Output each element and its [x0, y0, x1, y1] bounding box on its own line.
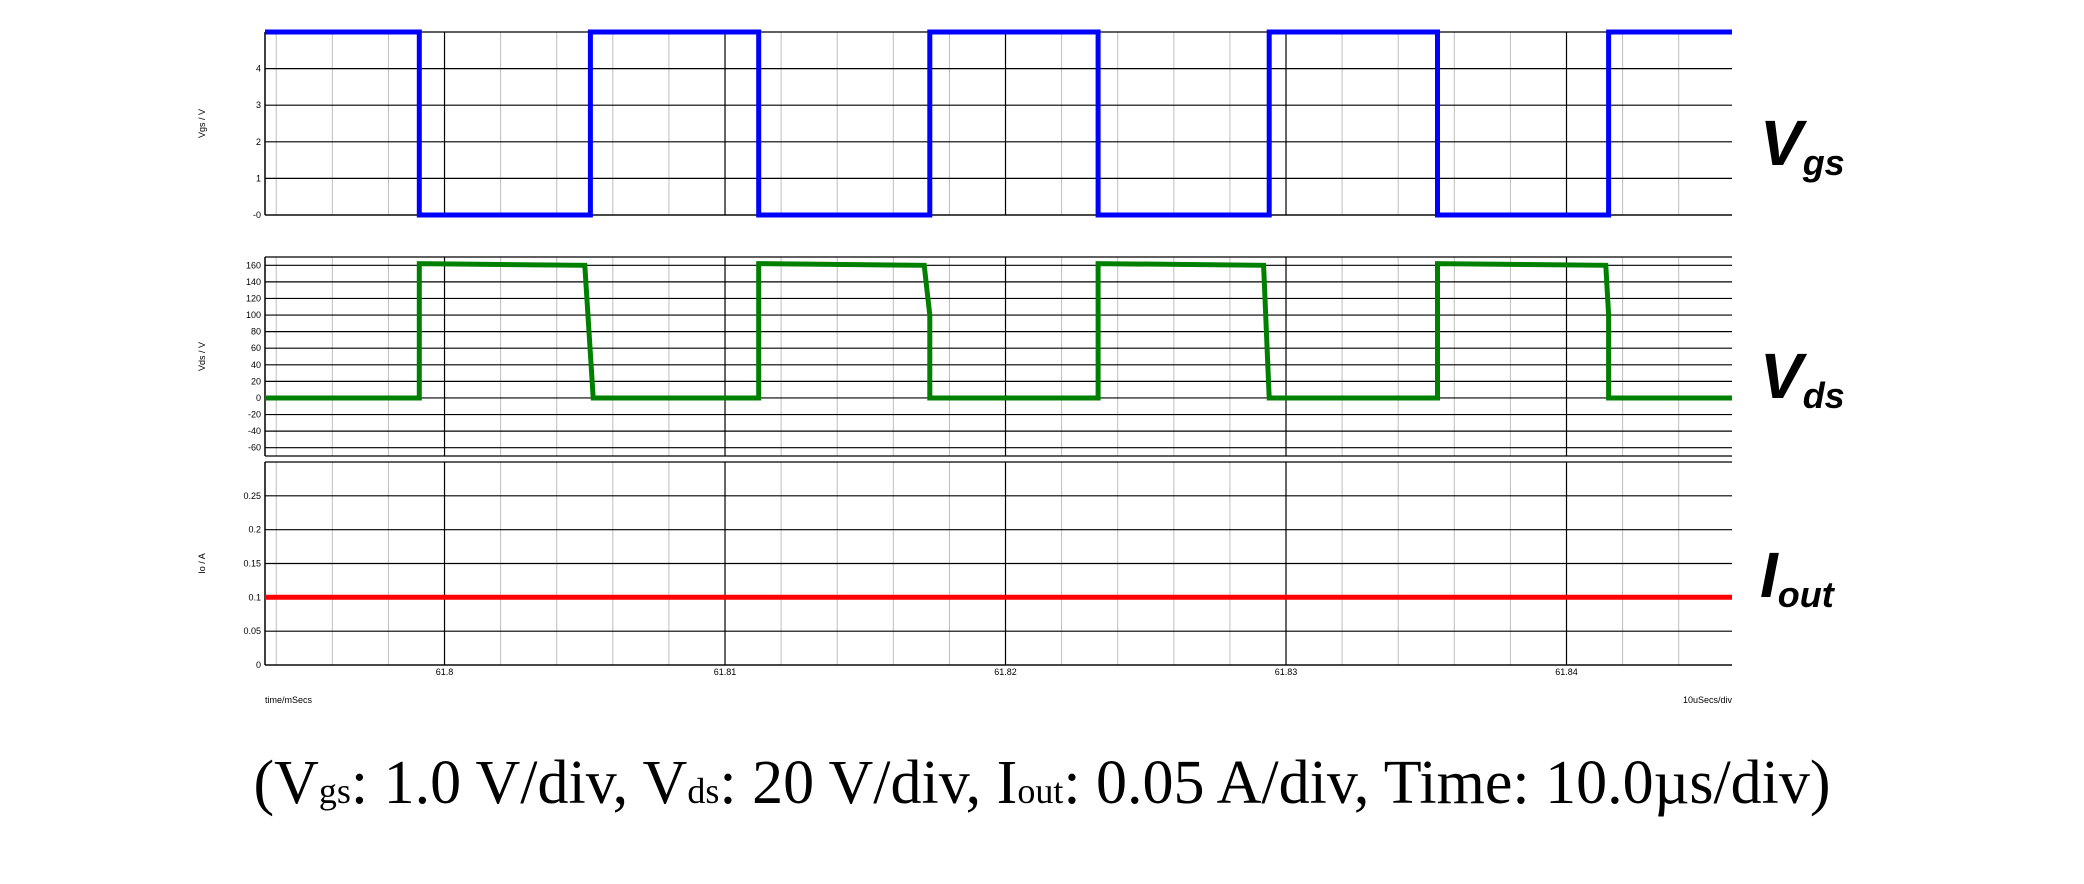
- y-axis-label: Vgs / V: [197, 109, 207, 138]
- caption-open: (V: [253, 749, 319, 817]
- caption-vds-scale: : 20 V/div, I: [719, 749, 1018, 817]
- y-tick-label: 0: [256, 660, 261, 670]
- figure-caption: (Vgs: 1.0 V/div, Vds: 20 V/div, Iout: 0.…: [0, 748, 2084, 819]
- y-tick-label: 0.15: [243, 559, 261, 569]
- y-tick-label: -0: [253, 210, 261, 220]
- y-axis-label: Io / A: [197, 553, 207, 574]
- y-tick-label: 140: [246, 277, 261, 287]
- y-tick-label: 80: [251, 327, 261, 337]
- x-tick-label: 61.84: [1555, 667, 1578, 677]
- y-tick-label: 40: [251, 360, 261, 370]
- series-vgs-trace: [265, 29, 1732, 218]
- caption-rest: : 0.05 A/div, Time: 10.0µs/div): [1063, 749, 1831, 817]
- y-axis-label: Vds / V: [197, 342, 207, 371]
- x-axis-unit-label: time/mSecs: [265, 695, 313, 705]
- y-tick-label: 0: [256, 393, 261, 403]
- caption-vgs-subscript: gs: [318, 771, 351, 811]
- trace-label-sub: ds: [1803, 375, 1845, 416]
- series-vds-trace: [265, 261, 1732, 401]
- x-tick-label: 61.81: [714, 667, 737, 677]
- caption-iout-subscript: out: [1017, 771, 1064, 811]
- panel-iout: 0 0.05 0.1 0.15 0.2 0.25 Io / A Iout: [197, 461, 1836, 670]
- trace-label-sub: out: [1778, 574, 1836, 615]
- trace-label-iout: Iout: [1760, 539, 1836, 615]
- panel-vds: -60 -40 -20 0 20 40 60 80 100 120 140 160 Vds / V Vds: [197, 256, 1845, 457]
- y-tick-label: 3: [256, 100, 261, 110]
- y-tick-label: -20: [248, 410, 261, 420]
- trace-label-main: V: [1760, 107, 1808, 179]
- y-tick-label: 20: [251, 376, 261, 386]
- y-tick-label: 0.25: [243, 491, 261, 501]
- trace-label-vds: Vds: [1760, 340, 1845, 416]
- y-tick-label: -60: [248, 443, 261, 453]
- caption-vgs-scale: : 1.0 V/div, V: [350, 749, 688, 817]
- trace-label-main: I: [1760, 539, 1779, 611]
- y-tick-label: 2: [256, 137, 261, 147]
- y-tick-label: -40: [248, 426, 261, 436]
- x-tick-label: 61.8: [436, 667, 454, 677]
- caption-vds-subscript: ds: [687, 771, 720, 811]
- y-tick-label: 0.2: [248, 525, 261, 535]
- y-tick-label: 0.05: [243, 626, 261, 636]
- trace-label-sub: gs: [1802, 142, 1845, 183]
- y-tick-label: 100: [246, 310, 261, 320]
- trace-label-vgs: Vgs: [1760, 107, 1845, 183]
- y-tick-label: 1: [256, 173, 261, 183]
- y-tick-label: 60: [251, 343, 261, 353]
- x-tick-label: 61.82: [994, 667, 1017, 677]
- panel-vgs: -0 1 2 3 4 Vgs / V Vgs: [197, 29, 1845, 220]
- y-tick-label: 4: [256, 64, 261, 74]
- y-tick-label: 120: [246, 293, 261, 303]
- y-tick-label: 160: [246, 260, 261, 270]
- y-tick-label: 0.1: [248, 592, 261, 602]
- x-tick-label: 61.83: [1275, 667, 1298, 677]
- trace-label-main: V: [1760, 340, 1808, 412]
- time-per-div-label: 10uSecs/div: [1683, 695, 1733, 705]
- oscilloscope-chart: -0 1 2 3 4 Vgs / V Vgs -60 -40 -20 0 20 40 60 80 100 120…: [197, 29, 1845, 705]
